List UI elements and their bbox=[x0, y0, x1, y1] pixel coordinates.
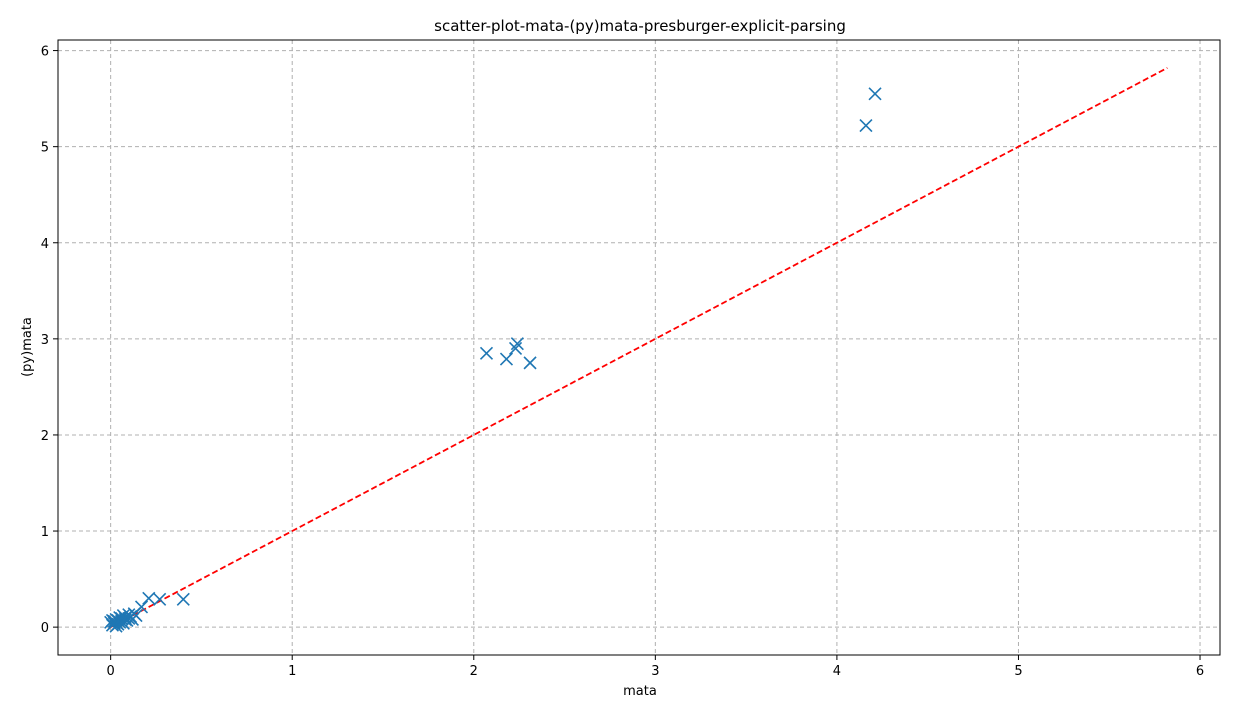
plot-area-frame bbox=[57, 39, 1221, 656]
data-point bbox=[134, 600, 149, 614]
data-point bbox=[508, 341, 523, 356]
data-point bbox=[153, 592, 167, 606]
x-tick-label: 6 bbox=[1196, 664, 1204, 679]
reference-line-layer bbox=[108, 67, 1168, 629]
data-point bbox=[859, 118, 873, 133]
y-tick-label: 5 bbox=[41, 141, 49, 156]
x-axis-ticks: 0 1 2 3 4 5 6 bbox=[107, 655, 1204, 679]
x-tick-label: 4 bbox=[833, 664, 841, 679]
y-axis-label: (py)mata bbox=[20, 317, 35, 377]
y-tick-label: 0 bbox=[41, 621, 49, 636]
x-tick-label: 5 bbox=[1014, 664, 1022, 679]
data-point bbox=[868, 87, 882, 101]
y-tick-label: 1 bbox=[41, 525, 49, 540]
x-tick-label: 1 bbox=[288, 664, 296, 679]
data-point bbox=[510, 337, 524, 351]
y-tick-label: 3 bbox=[41, 333, 49, 348]
data-point bbox=[479, 346, 494, 360]
x-tick-label: 0 bbox=[107, 664, 115, 679]
y-axis-ticks: 0 1 2 3 4 5 6 bbox=[41, 45, 58, 636]
data-point bbox=[142, 591, 156, 605]
data-point bbox=[176, 592, 190, 606]
data-point bbox=[523, 356, 537, 370]
chart-title: scatter-plot-mata-(py)mata-presburger-ex… bbox=[434, 17, 846, 35]
data-point bbox=[499, 352, 514, 366]
y-tick-label: 6 bbox=[41, 45, 49, 60]
gridlines bbox=[58, 40, 1220, 655]
x-tick-label: 3 bbox=[651, 664, 659, 679]
scatter-points bbox=[104, 87, 882, 633]
y-tick-label: 4 bbox=[41, 237, 49, 252]
x-tick-label: 2 bbox=[470, 664, 478, 679]
x-axis-label: mata bbox=[623, 684, 657, 699]
y-tick-label: 2 bbox=[41, 429, 49, 444]
reference-line bbox=[108, 67, 1168, 629]
data-point bbox=[129, 609, 143, 623]
